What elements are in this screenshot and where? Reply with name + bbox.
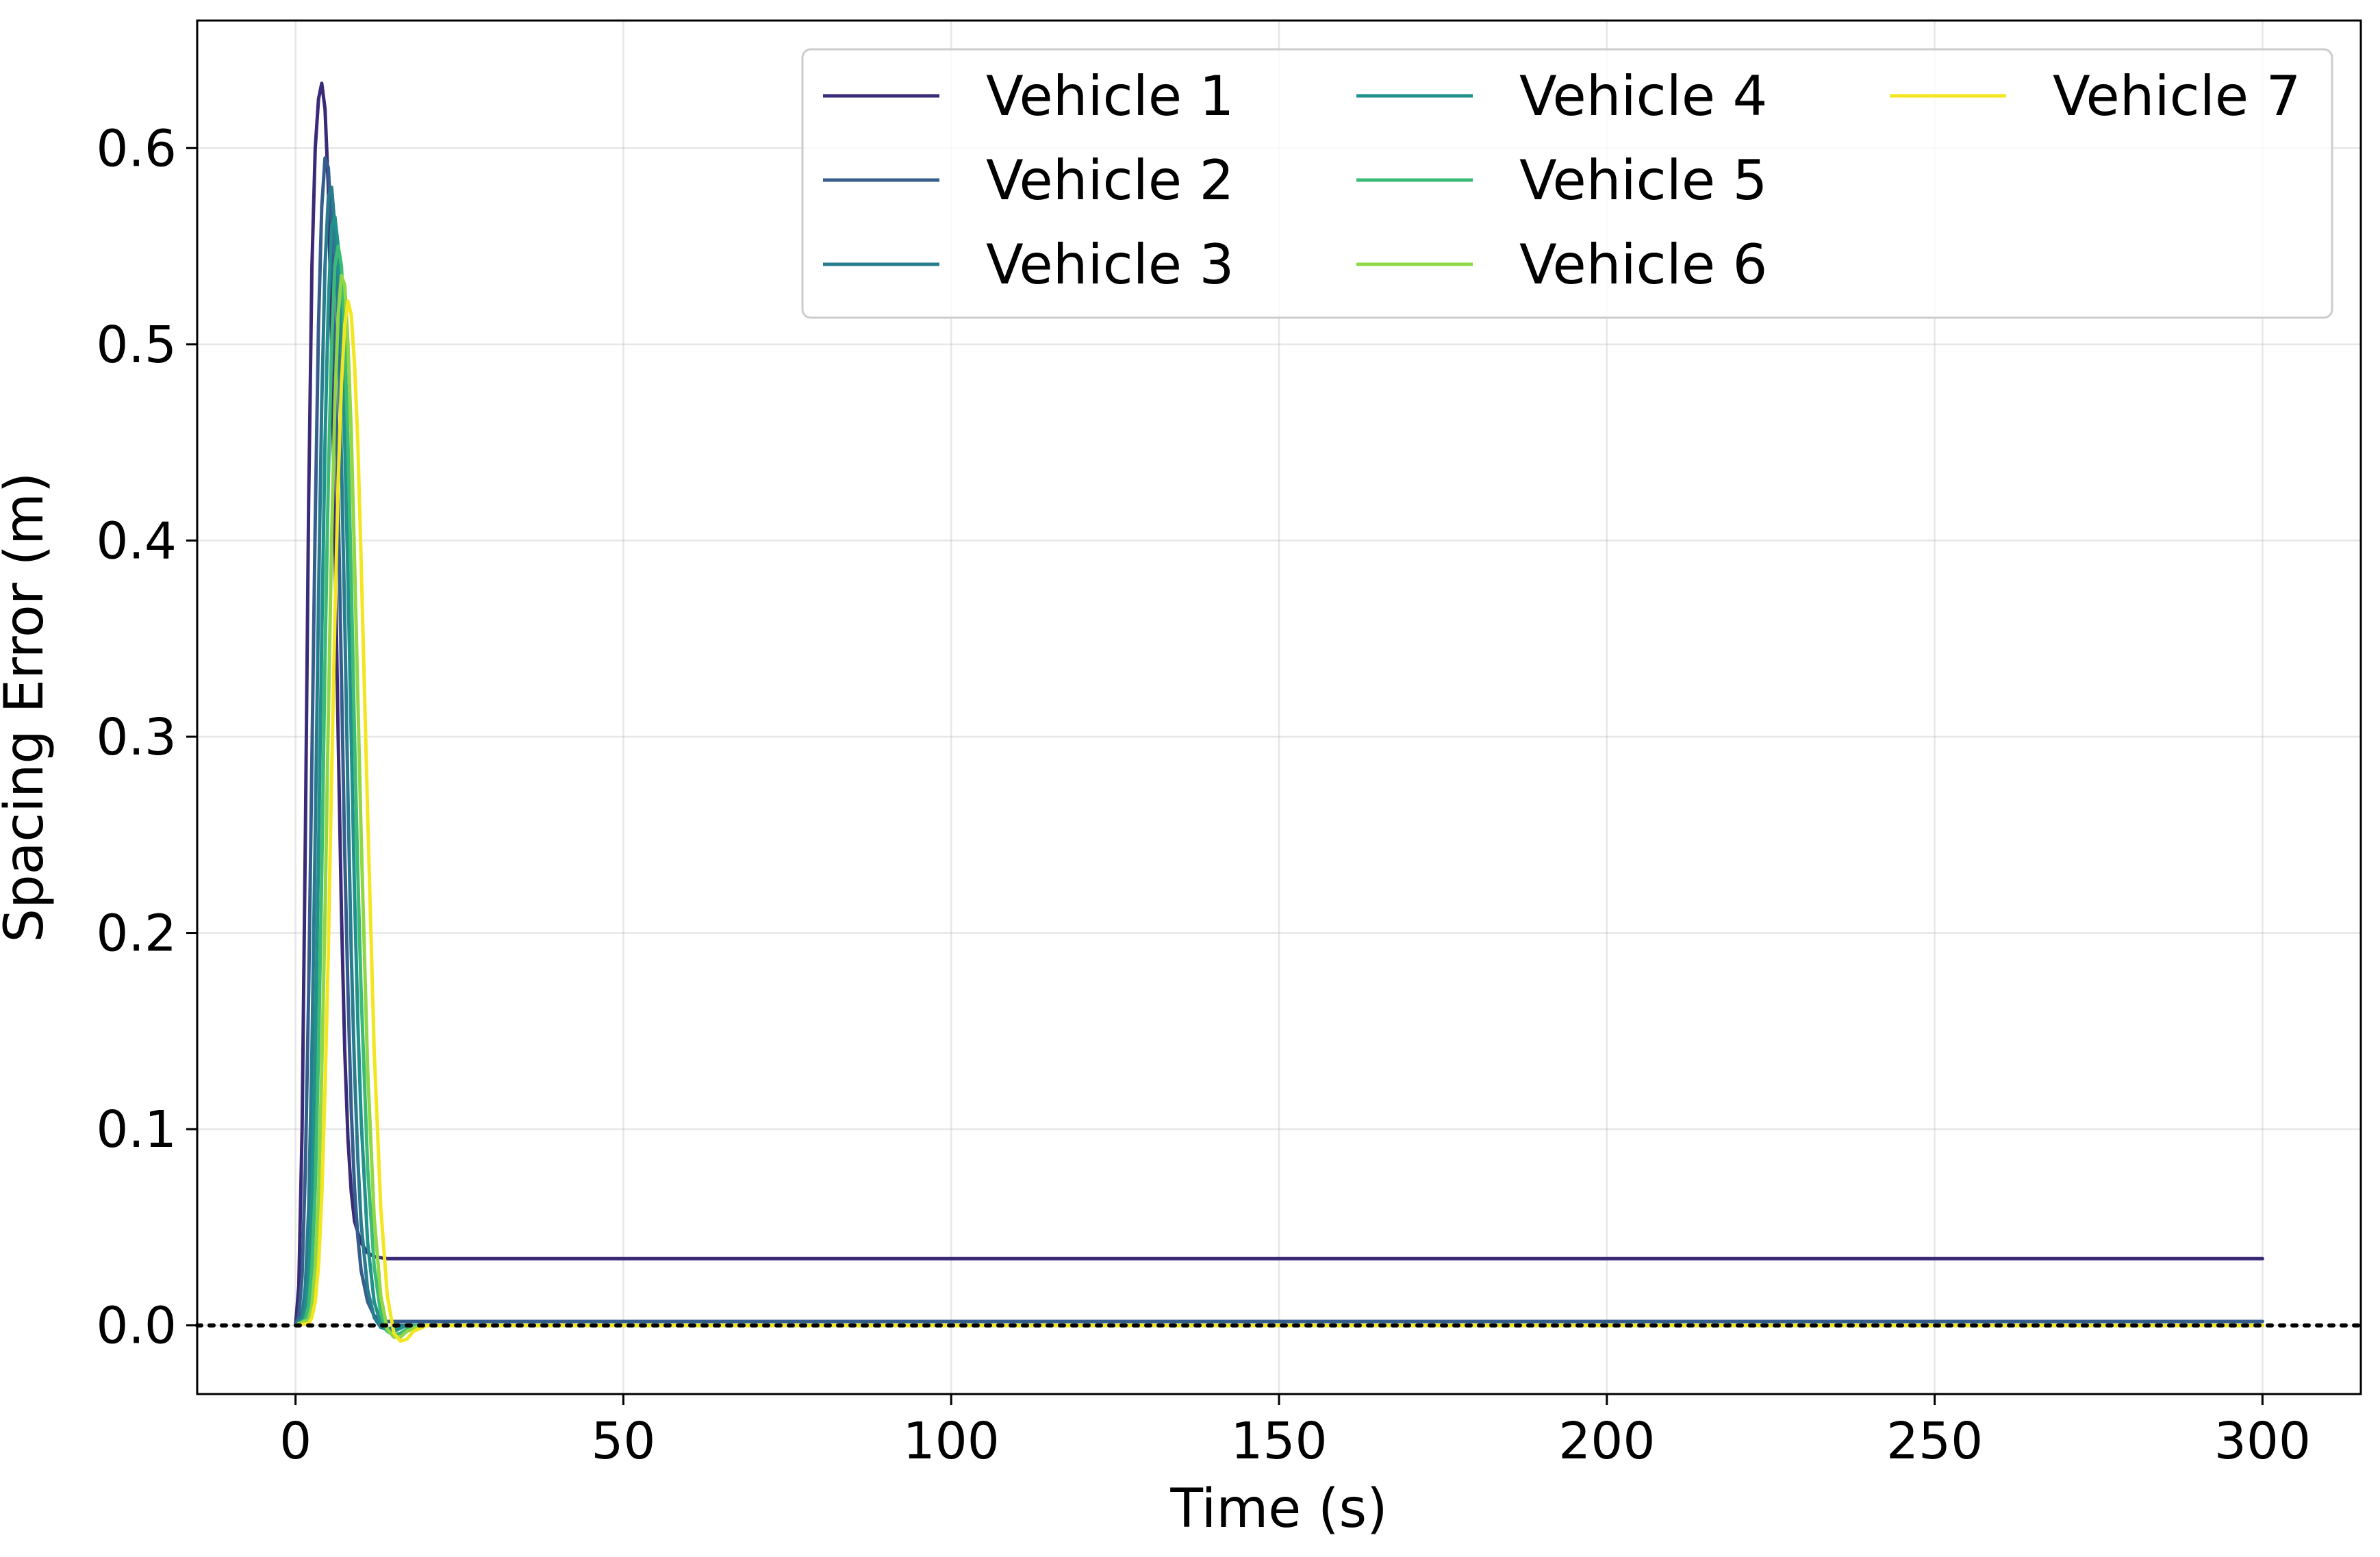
y-tick-label: 0.1 (96, 1100, 177, 1159)
y-tick-label: 0.0 (96, 1297, 177, 1356)
x-tick-label: 100 (903, 1412, 1000, 1471)
y-axis-label: Spacing Error (m) (0, 472, 55, 943)
y-tick-label: 0.3 (96, 708, 177, 767)
x-tick-label: 50 (591, 1412, 655, 1471)
y-tick-label: 0.4 (96, 511, 177, 570)
x-axis-ticks: 0 50 100 150 200 250 300 (279, 1394, 2311, 1471)
x-tick-label: 250 (1886, 1412, 1983, 1471)
x-tick-label: 200 (1558, 1412, 1655, 1471)
legend-label: Vehicle 7 (2053, 64, 2301, 128)
legend-label: Vehicle 6 (1519, 233, 1767, 296)
y-tick-label: 0.2 (96, 904, 177, 963)
legend-label: Vehicle 5 (1519, 149, 1767, 212)
legend: Vehicle 1 Vehicle 2 Vehicle 3 Vehicle 4 Vehi… (801, 48, 2333, 319)
legend-box (801, 48, 2333, 319)
series-line-vehicle-4 (294, 215, 2264, 1333)
x-axis-label: Time (s) (1169, 1478, 1387, 1540)
legend-label: Vehicle 1 (986, 64, 1234, 128)
x-tick-label: 300 (2214, 1412, 2311, 1471)
series-line-vehicle-6 (294, 274, 2264, 1339)
y-axis-ticks: 0.0 0.1 0.2 0.3 0.4 0.5 0.6 (96, 119, 197, 1356)
x-tick-label: 150 (1230, 1412, 1327, 1471)
series-line-vehicle-2 (294, 156, 2264, 1328)
y-tick-label: 0.6 (96, 119, 177, 178)
legend-label: Vehicle 2 (986, 149, 1234, 212)
legend-label: Vehicle 4 (1519, 64, 1767, 128)
series-line-vehicle-7 (294, 299, 2264, 1343)
y-tick-label: 0.5 (96, 316, 177, 375)
legend-label: Vehicle 3 (986, 233, 1234, 296)
x-tick-label: 0 (279, 1412, 312, 1471)
